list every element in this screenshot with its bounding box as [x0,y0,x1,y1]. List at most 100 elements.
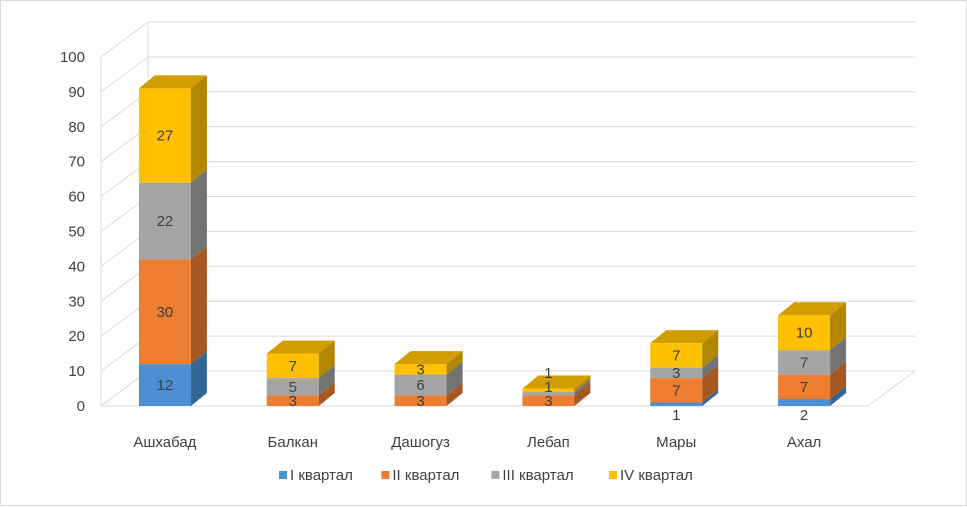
bar-segment-top [266,340,335,354]
x-category-label: Мары [656,434,696,451]
bar-segment-top [522,375,591,389]
bar-segment-side [702,330,719,368]
data-label: 1 [672,407,680,424]
data-label: 7 [800,379,808,396]
bar-segment [522,382,591,406]
x-category-label: Ахал [787,434,821,451]
legend-label: III квартал [502,467,573,484]
bar-segment-side [702,389,719,406]
bar-stacks [138,75,847,406]
bar-segment-side [318,340,335,379]
bar-segment-front [778,374,831,400]
bar-segment-side [574,375,591,393]
bar-segment [650,389,719,406]
data-label: 27 [157,128,174,145]
bar-segment-side [702,365,719,403]
data-label: 5 [289,379,297,396]
legend-label: IV квартал [620,467,693,484]
legend-item: II квартал [381,467,459,484]
y-tick-label: 80 [68,119,85,136]
bar-segment-front [394,374,447,396]
bar-segment-top [778,302,847,316]
data-label: 12 [157,377,174,394]
data-label: 30 [157,304,174,321]
bar-segment-side [574,379,591,396]
bar-segment [650,365,719,403]
bar-segment-side [190,351,207,406]
y-tick-label: 60 [68,189,85,206]
bar-segment-side [446,382,463,406]
bar-segment-front [650,367,703,379]
bar-segment [138,246,207,365]
y-tick-label: 50 [68,224,85,241]
gridline-side [100,56,149,93]
bar-segment-front [650,378,703,403]
bar-segment-front [266,395,319,406]
bar-stack [394,351,463,406]
bar-segment-front [394,395,447,406]
legend-label: II квартал [392,467,459,484]
bar-segment-front [778,350,831,375]
legend-item: I квартал [279,467,353,484]
bar-segment-front [138,259,191,365]
legend-item: IV квартал [609,467,693,484]
bar-segment [394,382,463,406]
legend-label: I квартал [290,467,353,484]
bar-segment-front [138,88,191,183]
data-label: 1 [544,379,552,396]
data-label: 22 [157,213,174,230]
bar-segment-top [650,330,719,344]
y-tick-label: 20 [68,328,85,345]
bar-segment-front [778,315,831,351]
bar-stack [266,340,335,406]
y-tick-label: 10 [68,363,85,380]
legend-swatch [609,471,617,479]
bar-segment-front [266,378,319,396]
bar-segment-front [778,399,831,406]
bar-segment [522,375,591,393]
bar-stack [138,75,207,406]
bar-segment [778,386,847,406]
bar-segment [778,302,847,351]
bar-segment-front [522,392,575,396]
bar-segment [650,354,719,379]
bar-segment-front [650,343,703,368]
data-label: 3 [416,361,424,378]
bar-segment-side [830,302,847,351]
bar-segment-front [138,182,191,260]
bar-segment-front [394,364,447,375]
data-label: 7 [289,358,297,375]
y-tick-label: 90 [68,84,85,101]
y-tick-label: 70 [68,154,85,171]
data-label: 7 [672,347,680,364]
x-category-label: Ашхабад [133,434,196,451]
bar-segment-side [830,337,847,375]
bar-segment-front [138,364,191,406]
legend-item: III квартал [491,467,574,484]
y-tick-label: 0 [77,398,85,415]
x-category-label: Дашогуз [391,434,450,451]
bar-segment-side [190,75,207,183]
bar-segment [650,330,719,368]
bar-segment-top [138,75,207,89]
bar-segment [394,351,463,375]
data-label: 1 [544,365,552,382]
bar-stack [522,375,591,406]
bar-segment-side [446,361,463,396]
bar-segment [522,379,591,396]
data-label: 3 [289,393,297,410]
bar-segment-top [394,351,463,365]
bar-segment-side [318,382,335,406]
data-label: 3 [416,393,424,410]
bar-segment [266,382,335,406]
legend-swatch [381,471,390,479]
x-axis-category-labels: Ашхабад Балкан Дашогуз Лебап Мары Ахал [133,434,821,451]
bar-segment-side [702,354,719,379]
data-label: 3 [544,393,552,410]
y-tick-label: 40 [68,258,85,275]
bar-segment [138,351,207,406]
bar-segment-side [574,382,591,406]
bar-segment-side [190,169,207,260]
